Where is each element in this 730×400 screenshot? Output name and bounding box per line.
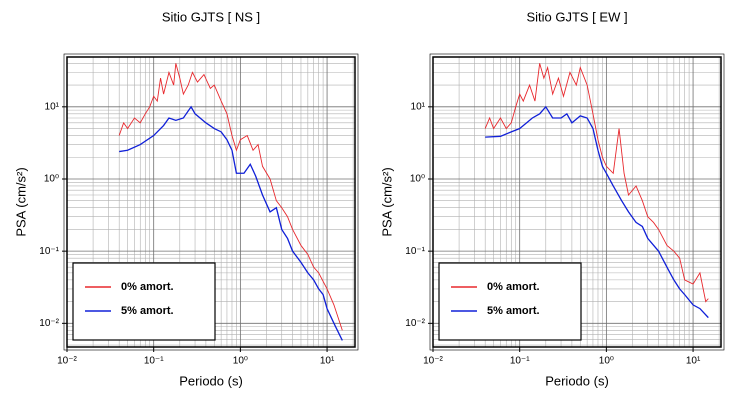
y-axis-label: PSA (cm/s²) — [379, 167, 394, 236]
x-tick-label: 10⁻² — [423, 356, 443, 367]
x-axis-label: Periodo (s) — [545, 373, 609, 388]
plot-frame-outer — [63, 53, 359, 351]
legend-label: 0% amort. — [487, 281, 540, 293]
y-tick-label: 10⁰ — [44, 174, 59, 185]
chart: 10⁻² 10⁻¹ 10⁰ 10¹ 10⁻² 10⁻¹ 10⁰ 10¹ 0% amort. 5% … — [13, 9, 359, 388]
y-tick-label: 10¹ — [45, 101, 60, 112]
legend-box — [438, 262, 582, 341]
plot-frame-outer — [429, 53, 725, 351]
legend-label: 5% amort. — [121, 305, 174, 317]
x-tick-label: 10⁰ — [233, 356, 248, 367]
y-tick-label: 10⁰ — [410, 174, 425, 185]
x-axis-label: Periodo (s) — [179, 373, 243, 388]
plot-frame — [66, 56, 356, 348]
series-line — [119, 105, 343, 341]
y-tick-label: 10⁻² — [405, 318, 425, 329]
x-tick-label: 10¹ — [686, 356, 701, 367]
x-tick-label: 10⁰ — [599, 356, 614, 367]
chart-title: Sitio GJTS [ NS ] — [162, 9, 260, 24]
x-tick-label: 10⁻¹ — [144, 356, 164, 367]
x-tick-label: 10¹ — [320, 356, 335, 367]
legend-label: 5% amort. — [487, 305, 540, 317]
y-tick-label: 10¹ — [411, 101, 426, 112]
series-line — [485, 105, 709, 319]
chart-title: Sitio GJTS [ EW ] — [526, 9, 627, 24]
x-tick-label: 10⁻² — [57, 356, 77, 367]
y-tick-label: 10⁻¹ — [39, 246, 59, 257]
series-line — [118, 63, 343, 331]
y-tick-label: 10⁻² — [39, 318, 59, 329]
y-axis-label: PSA (cm/s²) — [13, 167, 28, 236]
chart: 10⁻² 10⁻¹ 10⁰ 10¹ 10⁻² 10⁻¹ 10⁰ 10¹ 0% amort. 5% … — [379, 9, 725, 388]
x-tick-label: 10⁻¹ — [510, 356, 530, 367]
plot-frame — [432, 56, 722, 348]
series-line — [484, 63, 709, 303]
legend-label: 0% amort. — [121, 281, 174, 293]
legend-box — [72, 262, 216, 341]
y-tick-label: 10⁻¹ — [405, 246, 425, 257]
